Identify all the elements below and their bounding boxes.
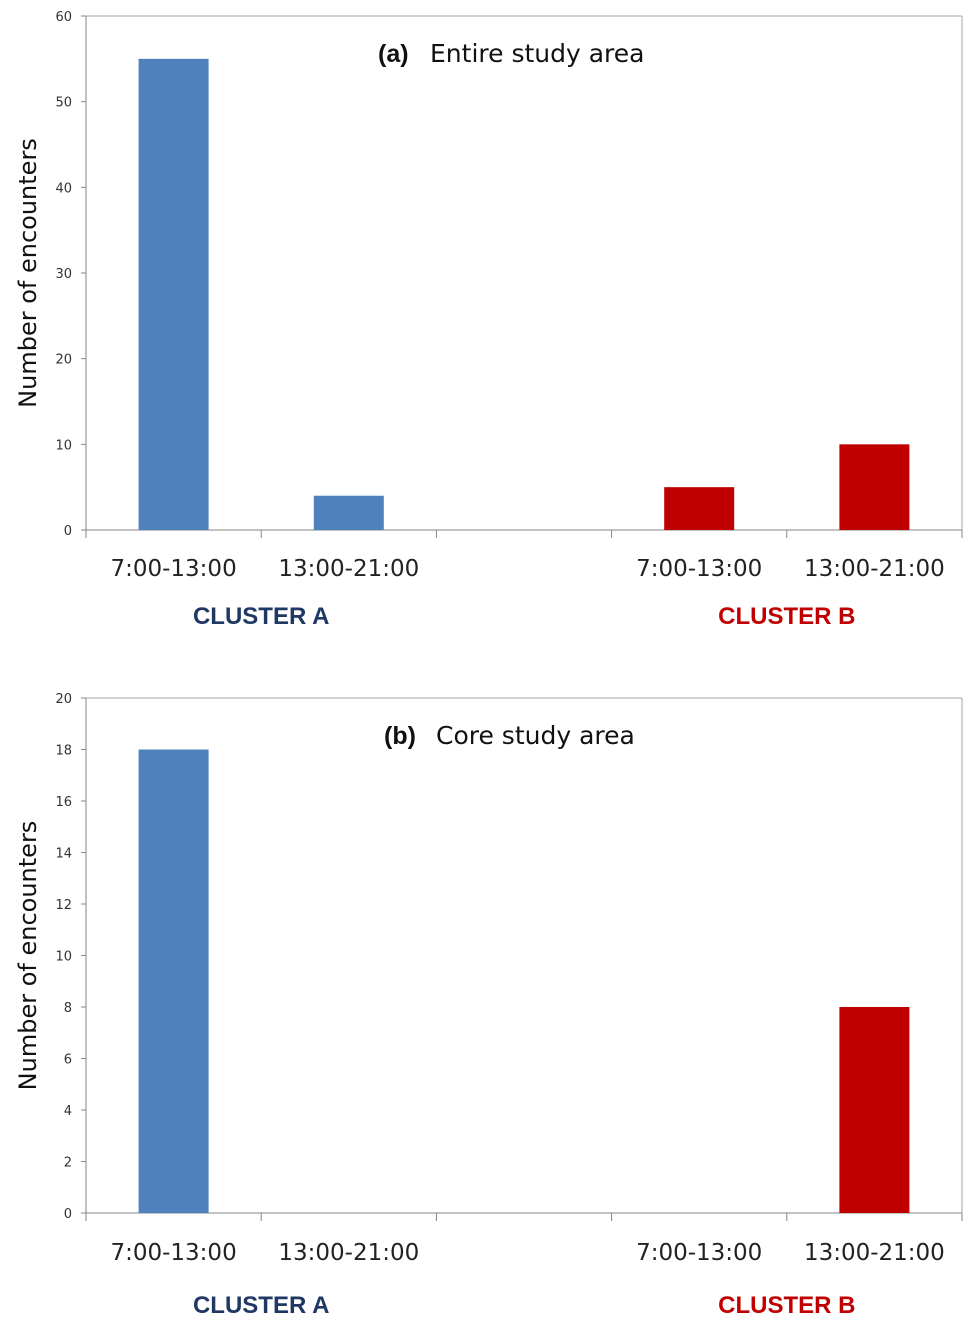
panel-title: Entire study area: [430, 39, 644, 68]
y-tick-label: 30: [55, 267, 72, 282]
bar: [313, 495, 384, 530]
y-tick-label: 50: [55, 96, 72, 111]
group-label: CLUSTER B: [718, 1292, 855, 1317]
y-tick-label: 16: [55, 795, 72, 810]
group-label: CLUSTER A: [193, 603, 329, 630]
x-category-label: 13:00-21:00: [278, 556, 419, 582]
x-category-label: 13:00-21:00: [278, 1240, 419, 1266]
y-tick-label: 18: [55, 744, 72, 759]
group-label: CLUSTER B: [718, 603, 855, 630]
bar: [839, 444, 910, 530]
y-tick-label: 20: [55, 353, 72, 368]
panel-title: Core study area: [436, 721, 635, 750]
y-tick-label: 40: [55, 181, 72, 196]
y-tick-label: 2: [64, 1156, 72, 1171]
y-tick-label: 14: [55, 847, 72, 862]
bar: [138, 58, 209, 530]
y-axis-label: Number of encounters: [14, 821, 42, 1091]
bar: [664, 487, 735, 530]
x-category-label: 7:00-13:00: [636, 556, 762, 582]
y-tick-label: 12: [55, 898, 72, 913]
y-axis-label: Number of encounters: [14, 138, 42, 408]
x-category-label: 13:00-21:00: [804, 556, 945, 582]
y-tick-label: 6: [64, 1053, 72, 1068]
y-tick-label: 60: [55, 10, 72, 25]
group-label: CLUSTER A: [193, 1292, 329, 1317]
y-tick-label: 0: [64, 524, 72, 539]
y-tick-label: 8: [64, 1001, 72, 1016]
x-category-label: 7:00-13:00: [110, 1240, 236, 1266]
bar: [839, 1007, 910, 1213]
y-tick-label: 0: [64, 1207, 72, 1222]
y-tick-label: 10: [55, 950, 72, 965]
y-tick-label: 4: [64, 1104, 72, 1119]
x-category-label: 7:00-13:00: [110, 556, 236, 582]
y-tick-label: 20: [55, 692, 72, 707]
panel-letter: (b): [384, 722, 416, 750]
y-tick-label: 10: [55, 438, 72, 453]
panel-letter: (a): [378, 40, 409, 68]
x-category-label: 13:00-21:00: [804, 1240, 945, 1266]
bar: [138, 749, 209, 1213]
x-category-label: 7:00-13:00: [636, 1240, 762, 1266]
